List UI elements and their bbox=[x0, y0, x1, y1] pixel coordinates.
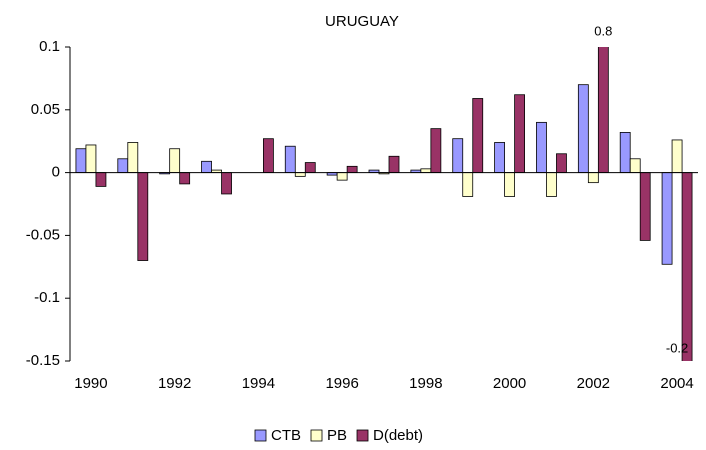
legend-label: CTB bbox=[271, 427, 301, 444]
bar bbox=[388, 155, 400, 174]
y-tick-label: 0 bbox=[52, 164, 60, 181]
bar bbox=[201, 160, 212, 174]
bar bbox=[639, 172, 651, 241]
bar bbox=[336, 172, 348, 181]
bar bbox=[85, 144, 97, 174]
data-label: 0.8 bbox=[594, 23, 612, 38]
bar bbox=[284, 145, 296, 173]
bar bbox=[346, 165, 358, 174]
x-tick-label: 1996 bbox=[325, 375, 358, 392]
plot-area bbox=[75, 47, 693, 361]
x-tick-label: 1992 bbox=[158, 375, 191, 392]
bar bbox=[95, 172, 107, 187]
bar bbox=[127, 142, 139, 173]
y-tick-label: 0.1 bbox=[39, 38, 60, 55]
bar bbox=[619, 132, 631, 174]
legend-swatch bbox=[356, 429, 369, 442]
bar bbox=[179, 172, 191, 185]
x-tick-label: 1990 bbox=[74, 375, 107, 392]
legend-swatch bbox=[254, 429, 267, 442]
bar bbox=[452, 138, 464, 174]
bar bbox=[294, 172, 306, 177]
bar bbox=[221, 172, 232, 195]
y-tick-label: -0.1 bbox=[34, 289, 60, 306]
legend-label: D(debt) bbox=[373, 427, 423, 444]
y-tick-label: 0.05 bbox=[31, 101, 60, 118]
y-tick-label: -0.05 bbox=[26, 226, 60, 243]
x-tick-label: 1994 bbox=[242, 375, 275, 392]
x-tick-label: 2000 bbox=[493, 375, 526, 392]
bar bbox=[661, 172, 673, 265]
bar bbox=[671, 139, 683, 173]
x-tick-label: 1998 bbox=[409, 375, 442, 392]
bar bbox=[556, 153, 567, 173]
y-tick-label: -0.15 bbox=[26, 352, 60, 369]
bar bbox=[494, 142, 506, 173]
bar bbox=[587, 172, 599, 184]
bar bbox=[536, 121, 547, 174]
bar bbox=[430, 128, 442, 173]
bar bbox=[462, 172, 474, 197]
bar bbox=[504, 172, 516, 197]
data-label: -0.2 bbox=[666, 340, 688, 355]
legend-label: PB bbox=[327, 427, 347, 444]
bar bbox=[304, 162, 316, 174]
bar bbox=[262, 138, 274, 174]
chart-title: URUGUAY bbox=[325, 13, 399, 30]
bar bbox=[420, 168, 432, 174]
bar bbox=[514, 94, 525, 173]
bar bbox=[137, 172, 149, 261]
bar bbox=[472, 98, 484, 173]
bar bbox=[75, 148, 87, 173]
bar bbox=[169, 148, 181, 173]
x-tick-label: 2004 bbox=[660, 375, 693, 392]
legend-swatch bbox=[310, 429, 323, 442]
bar bbox=[546, 172, 557, 197]
bar bbox=[577, 84, 589, 173]
bar bbox=[629, 158, 641, 173]
bar bbox=[117, 158, 129, 173]
x-tick-label: 2002 bbox=[577, 375, 610, 392]
